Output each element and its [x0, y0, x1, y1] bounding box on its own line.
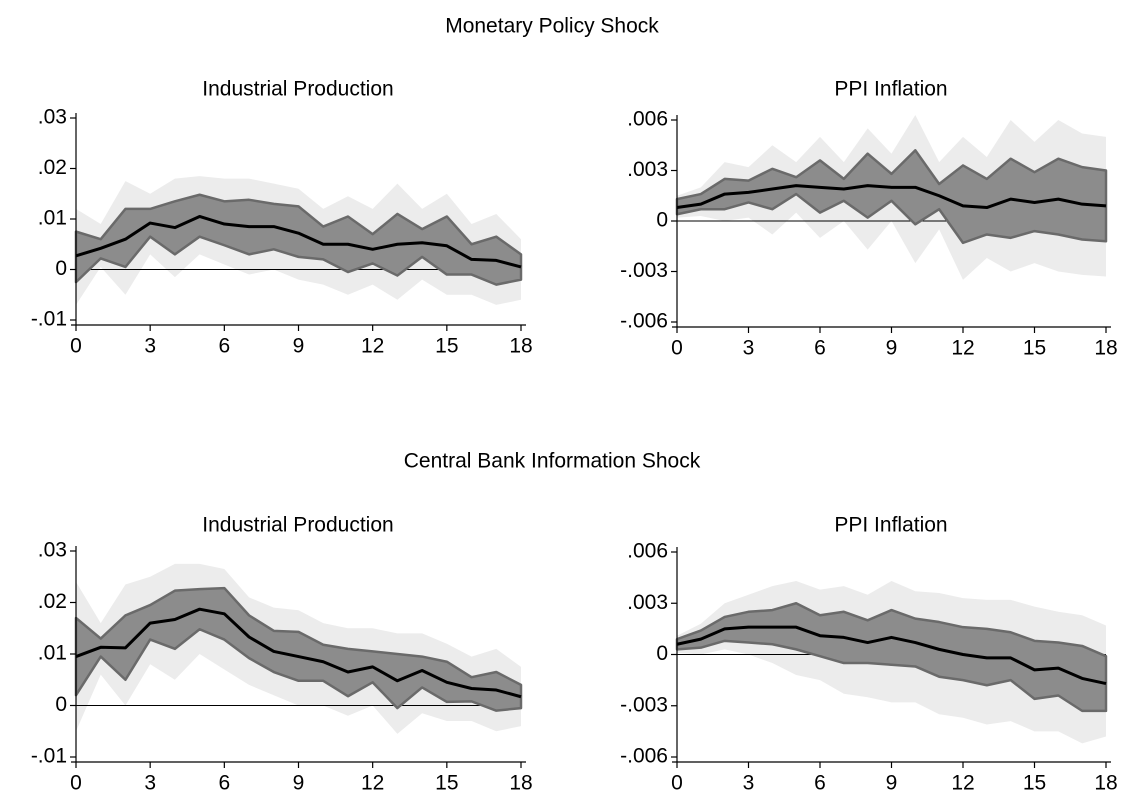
- chart-title: PPI Inflation: [834, 514, 947, 537]
- x-tick-label: 15: [1023, 772, 1046, 795]
- confidence-band: [74, 193, 523, 286]
- x-tick-label: 18: [509, 335, 532, 358]
- x-tick-label: 18: [509, 772, 532, 795]
- y-tick-label: .003: [627, 158, 668, 181]
- y-tick-label: -.006: [620, 310, 668, 333]
- y-tick-label: .01: [38, 642, 67, 665]
- response-line: [75, 214, 522, 269]
- y-tick-label: -.01: [31, 745, 67, 768]
- x-tick-label: 12: [951, 772, 974, 795]
- y-tick-label: -.003: [620, 693, 668, 716]
- x-tick-label: 6: [814, 772, 826, 795]
- y-tick-label: .03: [38, 539, 67, 562]
- y-tick-label: 0: [55, 693, 67, 716]
- x-tick-label: 12: [361, 772, 384, 795]
- y-tick-label: -.01: [31, 308, 67, 331]
- y-tick-label: .006: [627, 540, 668, 563]
- chart-title: Industrial Production: [202, 514, 393, 537]
- y-tick-label: -.006: [620, 745, 668, 768]
- chart-title: PPI Inflation: [834, 78, 947, 101]
- x-tick-label: 6: [218, 335, 230, 358]
- x-tick-label: 12: [361, 335, 384, 358]
- x-tick-label: 15: [435, 335, 458, 358]
- y-tick-label: 0: [656, 209, 668, 232]
- x-tick-label: 0: [671, 772, 683, 795]
- x-tick-label: 0: [671, 337, 683, 360]
- y-tick-label: .006: [627, 108, 668, 131]
- x-tick-label: 18: [1094, 772, 1117, 795]
- response-line: [676, 625, 1107, 686]
- y-tick-label: .02: [38, 156, 67, 179]
- y-tick-label: .02: [38, 590, 67, 613]
- x-tick-label: 3: [743, 337, 755, 360]
- response-line: [75, 607, 522, 699]
- x-tick-label: 3: [743, 772, 755, 795]
- x-tick-label: 15: [1023, 337, 1046, 360]
- section-title: Monetary Policy Shock: [445, 15, 659, 38]
- x-tick-label: 0: [70, 772, 82, 795]
- section-title: Central Bank Information Shock: [404, 450, 701, 473]
- x-tick-label: 9: [293, 772, 305, 795]
- x-tick-label: 3: [144, 772, 156, 795]
- y-tick-label: .01: [38, 207, 67, 230]
- x-tick-label: 9: [293, 335, 305, 358]
- y-tick-label: .03: [38, 106, 67, 129]
- y-tick-label: .003: [627, 591, 668, 614]
- confidence-band: [74, 586, 523, 712]
- confidence-band: [675, 602, 1108, 713]
- y-tick-label: 0: [55, 257, 67, 280]
- confidence-band: [675, 149, 1108, 245]
- x-tick-label: 6: [814, 337, 826, 360]
- y-tick-label: -.003: [620, 259, 668, 282]
- x-tick-label: 0: [70, 335, 82, 358]
- response-line: [676, 184, 1107, 210]
- x-tick-label: 3: [144, 335, 156, 358]
- x-tick-label: 18: [1094, 337, 1117, 360]
- y-tick-label: 0: [656, 642, 668, 665]
- x-tick-label: 9: [886, 337, 898, 360]
- x-tick-label: 15: [435, 772, 458, 795]
- chart-title: Industrial Production: [202, 78, 393, 101]
- x-tick-label: 9: [886, 772, 898, 795]
- x-tick-label: 12: [951, 337, 974, 360]
- x-tick-label: 6: [218, 772, 230, 795]
